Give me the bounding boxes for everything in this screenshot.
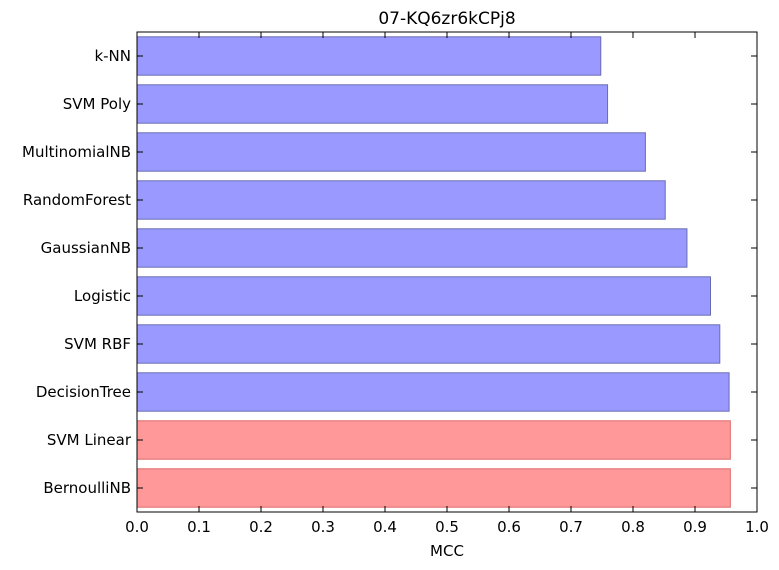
x-tick-label: 0.2 [249, 518, 273, 536]
y-tick-label: RandomForest [23, 191, 131, 209]
bar-randomforest [136, 180, 666, 220]
y-tick-label: k-NN [94, 47, 131, 65]
bar-decisiontree [136, 372, 730, 412]
x-tick-label: 0.1 [187, 518, 211, 536]
bar-svm-rbf [136, 324, 721, 364]
y-tick-label: MultinomialNB [22, 143, 131, 161]
bar-multinomialnb [136, 132, 646, 172]
plot-frame [136, 31, 758, 513]
ticks-group: k-NN SVM Poly MultinomialNB RandomForest Gau… [22, 32, 769, 536]
x-tick-label: 0.3 [311, 518, 335, 536]
x-axis-label: MCC [430, 542, 464, 560]
bar-k-nn [136, 36, 602, 76]
bar-logistic [136, 276, 711, 316]
x-tick-label: 0.4 [373, 518, 397, 536]
x-tick-label: 0.7 [559, 518, 583, 536]
y-tick-label: GaussianNB [41, 239, 131, 257]
bar-svm-poly [136, 84, 609, 124]
x-tick-label: 0.5 [435, 518, 459, 536]
x-tick-label: 1.0 [745, 518, 769, 536]
y-tick-label: SVM Poly [63, 95, 131, 113]
bar-gaussiannb [136, 228, 688, 268]
chart-title: 07-KQ6zr6kCPj8 [378, 9, 515, 29]
x-tick-label: 0.8 [621, 518, 645, 536]
x-tick-label: 0.9 [683, 518, 707, 536]
x-tick-label: 0.6 [497, 518, 521, 536]
bar-svm-linear [136, 420, 731, 460]
y-tick-label: SVM Linear [47, 431, 132, 449]
y-tick-label: Logistic [74, 287, 131, 305]
x-tick-label: 0.0 [125, 518, 149, 536]
y-tick-label: SVM RBF [64, 335, 131, 353]
y-tick-label: BernoulliNB [43, 479, 131, 497]
bar-bernoullinb [136, 468, 731, 508]
y-tick-label: DecisionTree [36, 383, 131, 401]
bars-group [136, 36, 731, 508]
